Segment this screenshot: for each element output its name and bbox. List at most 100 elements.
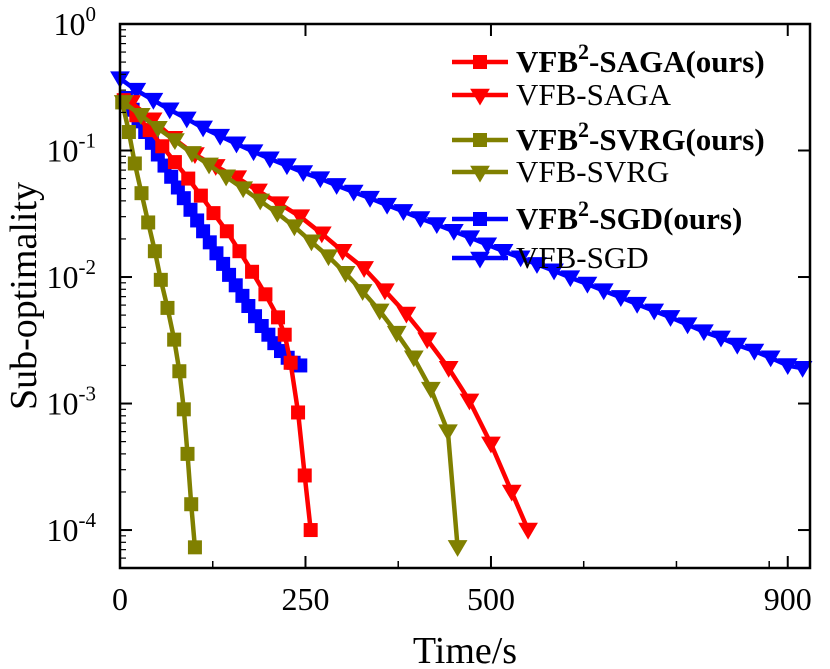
- data-point: [310, 171, 331, 189]
- legend-item-vfb-svrg: VFB-SVRG: [452, 154, 669, 189]
- data-point: [248, 183, 268, 201]
- data-point: [760, 350, 781, 368]
- legend-label: VFB2-SVRG(ours): [516, 117, 765, 157]
- y-tick-label: 10-3: [47, 382, 97, 422]
- data-point: [216, 169, 236, 187]
- series-vfb-sgd: [110, 71, 813, 378]
- data-point: [176, 402, 191, 417]
- data-point: [250, 193, 271, 211]
- data-point: [354, 261, 374, 278]
- legend-item-vfb-saga-ours: VFB2-SAGA(ours): [452, 39, 765, 79]
- legend-marker: [473, 133, 487, 147]
- data-point: [291, 405, 306, 420]
- data-point: [233, 181, 254, 199]
- data-point: [326, 178, 347, 195]
- series-layer: [110, 71, 813, 557]
- data-point: [377, 197, 397, 215]
- data-point: [182, 146, 202, 163]
- data-point: [420, 381, 441, 399]
- data-point: [544, 263, 564, 281]
- data-point: [193, 188, 208, 203]
- data-point: [232, 244, 247, 259]
- data-point: [283, 355, 298, 370]
- data-point: [493, 243, 514, 261]
- legend-item-vfb-saga: VFB-SAGA: [452, 77, 672, 112]
- data-point: [153, 272, 168, 287]
- data-point: [335, 266, 356, 283]
- data-point: [160, 300, 175, 315]
- data-point: [459, 393, 480, 411]
- legend-marker: [473, 212, 487, 226]
- data-point: [121, 125, 136, 140]
- legend-label: VFB2-SAGA(ours): [516, 39, 765, 79]
- data-point: [226, 136, 247, 154]
- data-point: [115, 95, 130, 110]
- data-point: [134, 186, 149, 201]
- data-point: [267, 205, 288, 223]
- data-point: [130, 107, 151, 125]
- data-point: [694, 324, 714, 342]
- legend: VFB2-SAGA(ours)VFB-SAGAVFB2-SVRG(ours)VF…: [452, 39, 765, 275]
- data-point: [301, 234, 322, 252]
- data-point: [369, 303, 390, 321]
- data-point: [711, 330, 731, 348]
- data-point: [426, 217, 447, 235]
- series-vfb-svrg-ours: [115, 95, 202, 555]
- data-point: [410, 211, 431, 229]
- data-point: [518, 522, 538, 540]
- legend-label: VFB2-SGD(ours): [516, 196, 742, 236]
- data-point: [438, 424, 458, 442]
- data-point: [269, 196, 290, 214]
- data-point: [219, 224, 234, 239]
- data-point: [159, 102, 180, 120]
- legend-item-vfb-svrg-ours: VFB2-SVRG(ours): [452, 117, 765, 157]
- data-point: [644, 303, 665, 321]
- data-point: [143, 92, 164, 110]
- legend-marker: [470, 88, 490, 106]
- data-point: [147, 244, 162, 259]
- data-point: [258, 287, 273, 302]
- data-point: [627, 296, 648, 314]
- data-point: [245, 264, 260, 279]
- data-point: [184, 497, 199, 512]
- data-point: [510, 250, 531, 268]
- data-point: [259, 151, 280, 169]
- data-point: [243, 144, 264, 162]
- data-point: [460, 230, 481, 248]
- data-point: [352, 284, 373, 301]
- legend-label: VFB-SVRG: [516, 154, 669, 189]
- data-point: [181, 171, 196, 186]
- data-point: [199, 157, 219, 175]
- x-tick-label: 500: [467, 581, 515, 617]
- legend-item-vfb-sgd-ours: VFB2-SGD(ours): [452, 196, 742, 236]
- data-point: [447, 540, 468, 557]
- data-point: [155, 139, 170, 154]
- y-tick-label: 10-2: [47, 255, 97, 295]
- data-point: [792, 361, 813, 378]
- data-point: [193, 120, 213, 138]
- data-point: [271, 310, 286, 325]
- data-point: [660, 310, 681, 327]
- data-point: [293, 165, 314, 183]
- data-point: [290, 209, 311, 227]
- data-point: [206, 206, 221, 221]
- data-point: [210, 128, 231, 146]
- data-point: [477, 237, 498, 255]
- data-point: [176, 191, 191, 206]
- data-point: [677, 317, 698, 335]
- x-tick-label: 0: [112, 581, 128, 617]
- series-vfb-sgd-ours: [118, 91, 308, 373]
- data-point: [147, 120, 168, 138]
- y-tick-label: 100: [54, 2, 97, 42]
- data-point: [374, 283, 395, 301]
- data-point: [593, 283, 614, 301]
- data-point: [180, 446, 195, 461]
- data-point: [481, 436, 501, 454]
- x-axis-label: Time/s: [413, 630, 517, 669]
- data-point: [343, 184, 364, 202]
- series-vfb-svrg: [113, 95, 468, 557]
- data-point: [777, 358, 798, 375]
- data-point: [277, 327, 292, 342]
- data-point: [187, 540, 202, 555]
